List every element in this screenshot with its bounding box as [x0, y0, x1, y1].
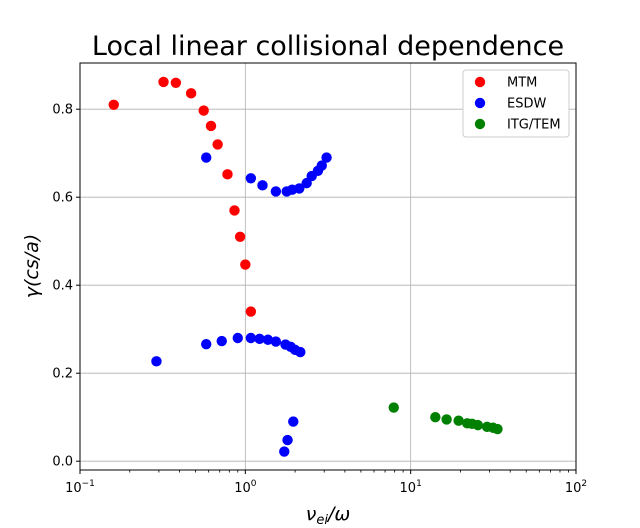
point-itg-tem: [441, 414, 452, 425]
point-esdw: [201, 152, 212, 163]
point-mtm: [170, 77, 182, 89]
point-itg-tem: [472, 419, 484, 431]
y-tick-label: 0.0: [52, 455, 73, 470]
point-esdw: [245, 332, 257, 344]
legend-marker-itg-tem: [474, 118, 486, 130]
point-esdw: [151, 356, 162, 367]
point-esdw: [282, 434, 293, 446]
legend-marker-mtm: [474, 76, 486, 88]
point-mtm: [234, 231, 246, 242]
y-axis-label: γ(cs/a): [21, 234, 43, 298]
point-esdw: [232, 332, 243, 344]
legend-label-itg-tem: ITG/TEM: [507, 118, 561, 133]
point-esdw: [201, 338, 212, 350]
point-mtm: [212, 139, 223, 150]
point-mtm: [240, 259, 251, 270]
point-esdw: [254, 333, 265, 345]
x-tick-label: 102: [565, 479, 587, 496]
point-esdw: [257, 180, 268, 191]
point-esdw: [262, 334, 274, 345]
data-points: [108, 76, 503, 457]
point-mtm: [158, 76, 169, 88]
plot-frame: [79, 62, 577, 471]
x-tick-label: 101: [400, 479, 422, 496]
legend-label-mtm: MTM: [507, 76, 537, 91]
axis-ticks: 0.0 0.2 0.4 0.6 0.8 10−1 100 101 102: [52, 103, 587, 496]
legend-marker-esdw: [474, 97, 486, 109]
x-axis-label: νei/ω: [306, 503, 351, 528]
point-esdw: [270, 186, 282, 197]
point-itg-tem: [453, 415, 464, 426]
point-esdw: [245, 173, 257, 184]
chart-title: Local linear collisional dependence: [92, 31, 564, 62]
point-esdw: [321, 152, 332, 163]
point-esdw: [216, 335, 227, 347]
y-tick-label: 0.8: [52, 103, 73, 118]
legend: MTM ESDW ITG/TEM: [462, 69, 570, 138]
legend-box: [462, 69, 570, 138]
point-mtm: [205, 120, 217, 132]
x-tick-label: 10−1: [65, 479, 95, 496]
y-tick-label: 0.6: [52, 191, 73, 206]
point-itg-tem: [388, 402, 399, 413]
point-mtm: [229, 205, 240, 216]
legend-label-esdw: ESDW: [507, 97, 546, 112]
point-itg-tem: [430, 412, 441, 423]
point-mtm: [185, 88, 197, 99]
y-tick-label: 0.2: [52, 367, 73, 382]
point-esdw: [316, 160, 327, 171]
point-esdw: [270, 336, 282, 347]
point-itg-tem: [492, 423, 503, 435]
point-mtm: [245, 306, 257, 317]
point-esdw: [294, 183, 305, 194]
point-mtm: [222, 169, 233, 180]
x-tick-label: 100: [234, 479, 257, 496]
point-esdw: [279, 446, 290, 457]
point-mtm: [198, 105, 209, 116]
point-mtm: [108, 99, 119, 111]
y-tick-label: 0.4: [52, 279, 73, 294]
point-esdw: [288, 416, 299, 427]
point-esdw: [295, 346, 306, 358]
